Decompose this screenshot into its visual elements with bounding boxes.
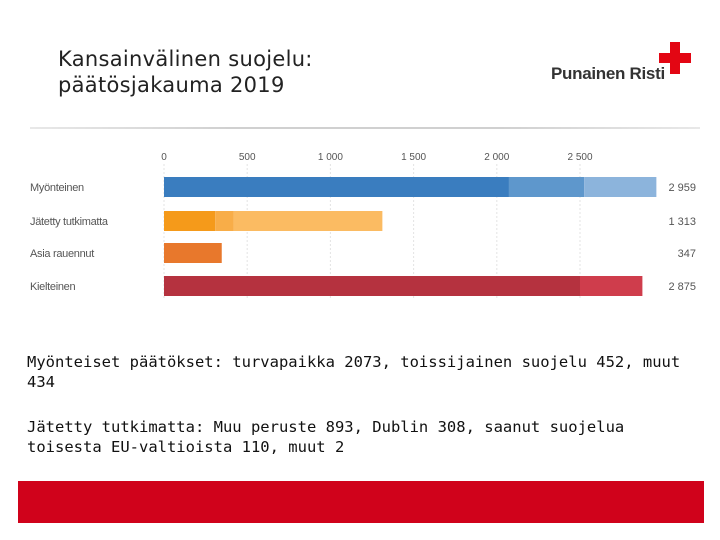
x-tick-label: 1 500 [401,152,426,163]
x-tick-label: 2 500 [567,152,592,163]
slide-title-line1: Kansainvälinen suojelu: [58,47,313,71]
red-cross-icon [659,42,691,74]
total-label: 2 959 [668,182,696,194]
bar-segment [164,211,216,231]
x-tick-label: 0 [161,152,167,163]
x-tick-label: 2 000 [484,152,509,163]
slide-title-line2: päätösjakauma 2019 [58,73,285,97]
bar-segment [584,177,657,197]
decision-chart: 0 500 1 000 1 500 2 000 2 500 Myönteinen 2 959 J… [30,152,696,300]
slide-title: Kansainvälinen suojelu: päätösjakauma 20… [58,46,478,98]
category-label: Asia rauennut [30,248,94,260]
footer-bar [18,481,704,523]
bar-segment [164,243,222,263]
category-label: Jätetty tutkimatta [30,216,109,228]
bar-segment [164,276,580,296]
positive-decisions-note: Myönteiset päätökset: turvapaikka 2073, … [27,353,681,391]
x-tick-label: 1 000 [318,152,343,163]
not-examined-note: Jätetty tutkimatta: Muu peruste 893, Dub… [27,418,625,456]
logo-text: Punainen Risti [551,64,665,83]
bar-segment [233,211,383,231]
total-label: 347 [678,248,696,260]
category-label: Myönteinen [30,182,84,194]
red-cross-logo: Punainen Risti [548,40,698,90]
bar-segment [508,177,585,197]
total-label: 2 875 [668,281,696,293]
bar-segment [215,211,234,231]
total-label: 1 313 [668,216,696,228]
bar-segment [164,177,509,197]
category-label: Kielteinen [30,281,75,293]
x-tick-label: 500 [239,152,256,163]
bar-segment [580,276,643,296]
header-divider [30,127,700,129]
